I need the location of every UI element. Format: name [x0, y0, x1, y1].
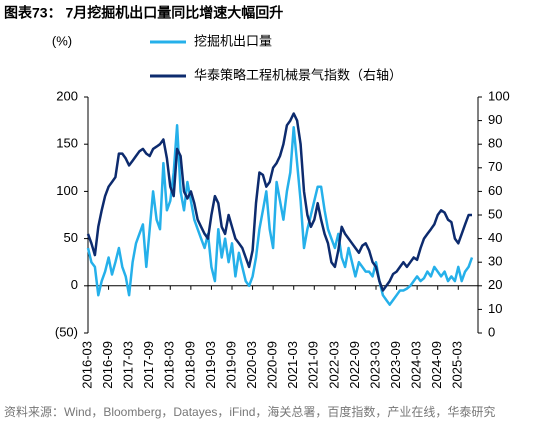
- y2-tick-label: 60: [488, 183, 502, 198]
- x-tick-label: 2021-03: [285, 341, 300, 389]
- y2-tick-label: 70: [488, 159, 502, 174]
- legend-label: 华泰策略工程机械景气指数（右轴）: [194, 67, 402, 82]
- x-tick-label: 2020-09: [265, 341, 280, 389]
- y2-tick-label: 10: [488, 301, 502, 316]
- x-tick-label: 2019-09: [223, 341, 238, 389]
- x-tick-label: 2021-09: [306, 341, 321, 389]
- y-tick-label: 0: [71, 277, 78, 292]
- y-tick-label: 200: [56, 88, 78, 103]
- x-tick-label: 2017-09: [141, 341, 156, 389]
- x-tick-label: 2016-03: [79, 341, 94, 389]
- y-tick-label: 50: [64, 230, 78, 245]
- y2-tick-label: 50: [488, 206, 502, 221]
- y2-tick-label: 80: [488, 136, 502, 151]
- source-note: 资料来源：Wind，Bloomberg，Datayes，iFind，海关总署，百…: [4, 405, 496, 419]
- series-line: [86, 112, 472, 292]
- y-tick-label: 100: [56, 183, 78, 198]
- x-tick-label: 2023-09: [388, 341, 403, 389]
- y-tick-label: 150: [56, 136, 78, 151]
- x-tick-label: 2025-03: [450, 341, 465, 389]
- x-tick-label: 2019-03: [203, 341, 218, 389]
- y-tick-label: (50): [55, 324, 78, 339]
- x-tick-label: 2016-09: [100, 341, 115, 389]
- y2-tick-label: 30: [488, 254, 502, 269]
- x-tick-label: 2018-09: [182, 341, 197, 389]
- x-tick-label: 2023-03: [367, 341, 382, 389]
- x-tick-label: 2017-03: [121, 341, 136, 389]
- x-tick-label: 2024-09: [429, 341, 444, 389]
- y2-tick-label: 100: [488, 88, 510, 103]
- y-axis-label: (%): [52, 33, 72, 48]
- series-line: [86, 124, 474, 306]
- x-tick-label: 2022-09: [347, 341, 362, 389]
- y2-tick-label: 0: [488, 324, 495, 339]
- y2-tick-label: 90: [488, 112, 502, 127]
- x-tick-label: 2020-03: [244, 341, 259, 389]
- x-tick-label: 2018-03: [162, 341, 177, 389]
- x-tick-label: 2024-03: [409, 341, 424, 389]
- chart-title: 图表73： 7月挖掘机出口量同比增速大幅回升: [4, 5, 283, 21]
- y2-tick-label: 20: [488, 277, 502, 292]
- chart: 图表73： 7月挖掘机出口量同比增速大幅回升 (%) (50)050100150…: [4, 5, 510, 389]
- y2-tick-label: 40: [488, 230, 502, 245]
- x-tick-label: 2022-03: [326, 341, 341, 389]
- legend-label: 挖掘机出口量: [194, 33, 272, 48]
